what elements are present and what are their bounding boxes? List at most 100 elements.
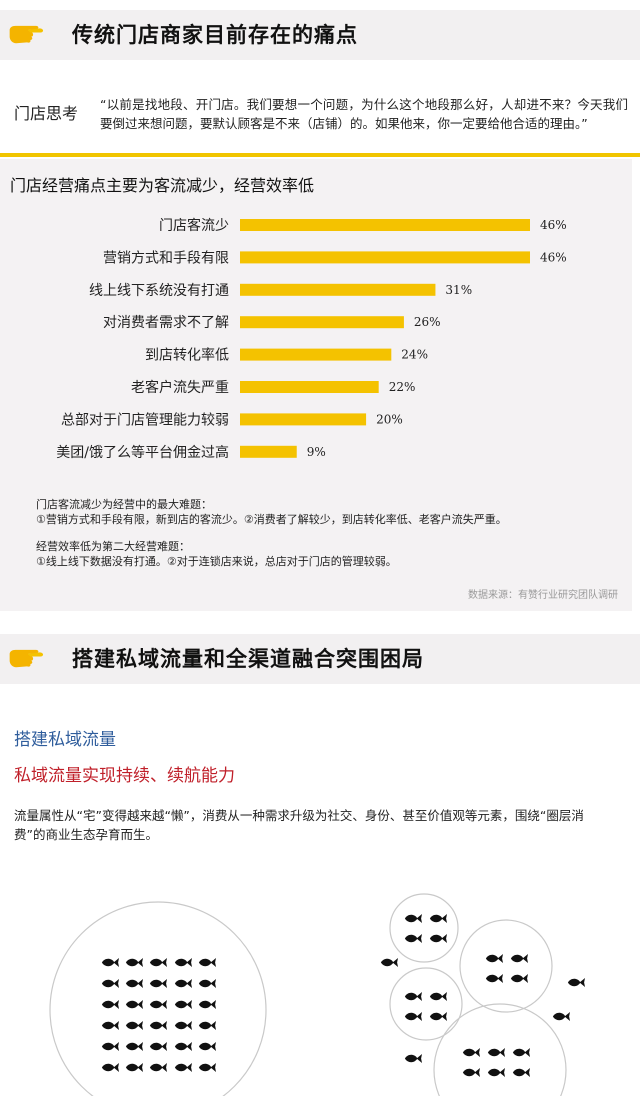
- fish-icon: [198, 1042, 216, 1051]
- fish-icon: [149, 958, 167, 967]
- fish-icon: [125, 979, 143, 988]
- fish-icon: [101, 1021, 119, 1030]
- fish-icon: [429, 914, 447, 923]
- category-label: 线上线下系统没有打通: [89, 282, 229, 299]
- fish-icon: [101, 1042, 119, 1051]
- fish-icon: [462, 1048, 480, 1057]
- category-label: 老客户流失严重: [131, 379, 229, 396]
- bar-chart: 门店客流少 46% 营销方式和手段有限 46% 线上线下系统没有打通 31% 对消费者需求不…: [56, 217, 567, 461]
- fish-icon: [429, 1012, 447, 1021]
- fish-icon: [487, 1068, 505, 1077]
- private-traffic-redhead: 私域流量实现持续、续航能力: [14, 766, 235, 786]
- section-header-pain-points: 传统门店商家目前存在的痛点: [0, 10, 640, 60]
- value-label: 20%: [376, 412, 403, 426]
- note-body-1: ①营销方式和手段有限，新到店的客流少。②消费者了解较少，到店转化率低、老客户流失…: [36, 513, 507, 526]
- fish-icon: [101, 958, 119, 967]
- fish-icon: [404, 914, 422, 923]
- bar: [240, 283, 436, 296]
- value-label: 22%: [389, 380, 416, 394]
- fish-icon: [198, 979, 216, 988]
- small-circle: [389, 967, 463, 1041]
- small-circle: [459, 919, 553, 1013]
- fish-icon: [125, 1000, 143, 1009]
- category-label: 营销方式和手段有限: [103, 250, 229, 266]
- fish-icon: [174, 958, 192, 967]
- category-label: 到店转化率低: [145, 347, 229, 364]
- fish-icon: [174, 1042, 192, 1051]
- fish-icon: [512, 1048, 530, 1057]
- fish-icon: [125, 958, 143, 967]
- fish-icon: [149, 1021, 167, 1030]
- fish-icon: [101, 1063, 119, 1072]
- data-source: 数据来源：有赞行业研究团队调研: [468, 590, 618, 601]
- fish-icon: [101, 979, 119, 988]
- fish-icon: [149, 979, 167, 988]
- fish-icon: [510, 954, 528, 963]
- note-heading-1: 门店客流减少为经营中的最大难题：: [36, 498, 212, 511]
- value-label: 46%: [540, 218, 567, 232]
- fish-icon: [485, 974, 503, 983]
- section-title: 传统门店商家目前存在的痛点: [72, 23, 358, 47]
- small-circle: [433, 1003, 567, 1096]
- bar: [240, 413, 367, 426]
- fish-icon: [380, 958, 398, 967]
- thinking-quote: “以前是找地段、开门店。我们要想一个问题，为什么这个地段那么好，人却进不来？今天…: [100, 97, 628, 131]
- bar: [240, 251, 530, 264]
- chart-notes: 门店客流减少为经营中的最大难题： ①营销方式和手段有限，新到店的客流少。②消费者…: [36, 497, 626, 569]
- value-label: 31%: [445, 283, 472, 297]
- fish-icon: [149, 1000, 167, 1009]
- fish-icon: [174, 979, 192, 988]
- fish-icon: [101, 1000, 119, 1009]
- fish-icon: [512, 1068, 530, 1077]
- bar: [240, 445, 297, 458]
- category-label: 总部对于门店管理能力较弱: [61, 412, 229, 428]
- section-title: 搭建私域流量和全渠道融合突围困局: [72, 647, 424, 671]
- private-traffic-subhead: 搭建私域流量: [14, 730, 116, 750]
- fish-icon: [125, 1042, 143, 1051]
- fish-icon: [125, 1021, 143, 1030]
- fish-icon: [198, 1021, 216, 1030]
- fish-icon: [429, 934, 447, 943]
- category-label: 对消费者需求不了解: [103, 315, 229, 331]
- big-circle: [49, 901, 267, 1096]
- note-heading-2: 经营效率低为第二大经营难题：: [36, 540, 190, 553]
- bar: [240, 381, 379, 393]
- value-label: 46%: [540, 250, 567, 264]
- fish-icon: [487, 1048, 505, 1057]
- bar: [240, 348, 392, 361]
- pointing-hand-icon: [8, 24, 46, 46]
- fish-icon: [174, 1063, 192, 1072]
- fish-icon: [429, 992, 447, 1001]
- thinking-label: 门店思考: [14, 104, 79, 123]
- fish-icon: [198, 1000, 216, 1009]
- fish-icon: [198, 1063, 216, 1072]
- fish-icon: [404, 934, 422, 943]
- fish-icon: [567, 978, 585, 987]
- pointing-hand-icon: [8, 648, 46, 670]
- fish-icon: [404, 1054, 422, 1063]
- bar: [240, 219, 530, 231]
- value-label: 24%: [401, 348, 428, 362]
- fish-icon: [485, 954, 503, 963]
- fish-illustration: [49, 893, 585, 1096]
- fish-icon: [404, 1012, 422, 1021]
- category-label: 美团/饿了么等平台佣金过高: [56, 444, 229, 461]
- private-traffic-body: 流量属性从“宅”变得越来越“懒”，消费从一种需求升级为社交、身份、甚至价值观等元…: [14, 808, 584, 842]
- small-circle: [389, 893, 459, 963]
- chart-title: 门店经营痛点主要为客流减少，经营效率低: [10, 176, 315, 195]
- category-label: 门店客流少: [159, 217, 229, 234]
- bar: [240, 316, 404, 329]
- fish-icon: [125, 1063, 143, 1072]
- fish-icon: [404, 992, 422, 1001]
- fish-icon: [198, 958, 216, 967]
- fish-icon: [552, 1012, 570, 1021]
- fish-icon: [462, 1068, 480, 1077]
- fish-icon: [510, 974, 528, 983]
- note-body-2: ①线上线下数据没有打通。②对于连锁店来说，总店对于门店的管理较弱。: [36, 555, 397, 568]
- value-label: 26%: [414, 315, 441, 329]
- fish-icon: [174, 1021, 192, 1030]
- fish-icon: [174, 1000, 192, 1009]
- accent-divider: [0, 153, 640, 157]
- fish-icon: [149, 1042, 167, 1051]
- section-header-private-traffic: 搭建私域流量和全渠道融合突围困局: [0, 634, 640, 684]
